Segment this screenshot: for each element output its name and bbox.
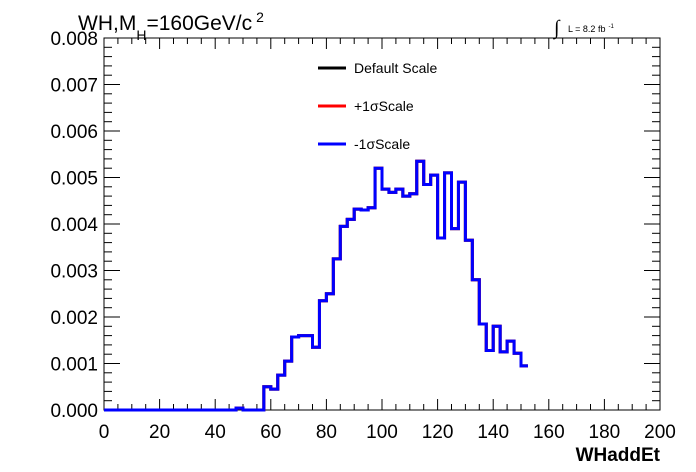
x-tick-label: 20 [149,422,170,443]
chart-title: WH,MH=160GeV/c 2 [78,9,264,43]
x-tick-label: 100 [366,422,398,443]
luminosity-superscript: -1 [608,24,614,30]
y-tick-label: 0.002 [50,308,98,329]
y-tick-label: 0.001 [50,355,98,376]
title-subscript: H [136,27,146,43]
series-line [104,159,528,412]
legend-label: -1σScale [354,136,410,152]
title-prefix: WH,M [78,12,136,35]
x-tick-label: 60 [260,422,281,443]
x-tick-label: 40 [205,422,226,443]
y-tick-label: 0.008 [50,29,98,50]
luminosity-text: L = 8.2 fb [568,24,605,34]
x-tick-label: 180 [589,422,621,443]
x-tick-label: 120 [422,422,454,443]
y-tick-label: 0.005 [50,169,98,190]
title-superscript: 2 [256,9,264,25]
legend-label: Default Scale [354,60,437,76]
legend: Default Scale +1σScale -1σScale [318,60,437,152]
y-tick-label: 0.006 [50,122,98,143]
y-tick-label: 0.007 [50,76,98,97]
x-tick-label: 140 [477,422,509,443]
y-tick-label: 0.004 [50,215,98,236]
title-suffix: =160GeV/c [146,12,252,35]
axis-ticks [103,37,661,411]
axis-tick-labels: 0 20 40 60 80 100 120 140 160 180 200 0.000 0.001 0.0… [50,29,675,443]
legend-label: +1σScale [354,98,414,114]
luminosity-label: L = 8.2 fb -1 [568,24,614,34]
integral-symbol: ∫ [552,17,561,40]
y-tick-label: 0.000 [50,401,98,422]
x-tick-label: 0 [99,422,110,443]
series-layer [104,159,528,412]
x-tick-label: 80 [316,422,337,443]
x-axis-label: WHaddEt [576,445,661,466]
y-tick-label: 0.003 [50,262,98,283]
x-tick-label: 200 [644,422,676,443]
plot-frame [103,37,661,411]
x-tick-label: 160 [533,422,565,443]
